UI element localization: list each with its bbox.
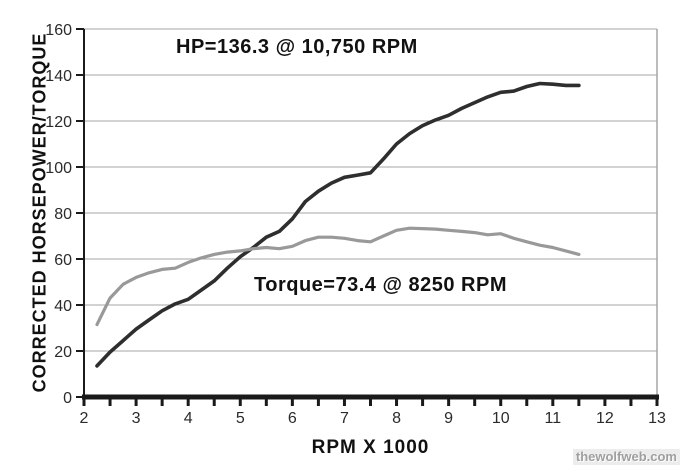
y-tick-label-60: 60 <box>54 252 72 269</box>
y-tick-label-80: 80 <box>54 206 72 223</box>
torque-peak-annotation: Torque=73.4 @ 8250 RPM <box>254 274 508 296</box>
y-tick-label-100: 100 <box>45 160 72 177</box>
y-axis-title: CORRECTED HORSEPOWER/TORQUE <box>29 32 50 393</box>
y-tick-label-0: 0 <box>63 390 72 407</box>
x-tick-label-4: 4 <box>184 410 193 427</box>
x-tick-label-10: 10 <box>492 410 510 427</box>
x-tick-label-7: 7 <box>340 410 349 427</box>
watermark: thewolfweb.com <box>572 449 680 465</box>
y-tick-label-140: 140 <box>45 68 72 85</box>
x-tick-label-9: 9 <box>444 410 453 427</box>
x-tick-label-12: 12 <box>596 410 614 427</box>
y-tick-label-40: 40 <box>54 298 72 315</box>
y-tick-label-120: 120 <box>45 114 72 131</box>
x-axis-title: RPM X 1000 <box>311 437 430 458</box>
x-tick-label-13: 13 <box>648 410 666 427</box>
x-tick-label-5: 5 <box>236 410 245 427</box>
y-tick-label-20: 20 <box>54 344 72 361</box>
y-tick-label-160: 160 <box>45 22 72 39</box>
hp-curve <box>95 81 581 368</box>
x-tick-label-8: 8 <box>392 410 401 427</box>
x-tick-label-6: 6 <box>288 410 297 427</box>
hp-peak-annotation: HP=136.3 @ 10,750 RPM <box>176 36 418 58</box>
x-tick-label-2: 2 <box>80 410 89 427</box>
torque-curve <box>95 226 581 327</box>
x-tick-label-3: 3 <box>132 410 141 427</box>
x-tick-label-11: 11 <box>545 410 562 427</box>
